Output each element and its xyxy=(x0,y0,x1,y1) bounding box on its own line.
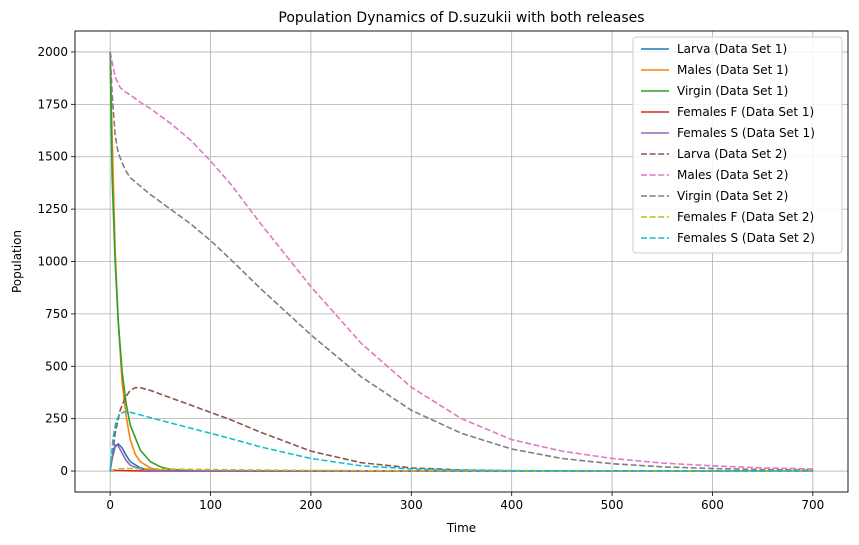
x-tick-label: 0 xyxy=(106,498,114,512)
legend-label: Males (Data Set 1) xyxy=(677,63,788,77)
x-tick-label: 100 xyxy=(199,498,222,512)
legend: Larva (Data Set 1) Males (Data Set 1) Virg… xyxy=(632,36,843,254)
x-tick-label: 600 xyxy=(701,498,724,512)
legend-label: Larva (Data Set 2) xyxy=(677,147,787,161)
series-line-7 xyxy=(109,51,813,470)
chart-title: Population Dynamics of D.suzukii with bo… xyxy=(278,10,644,26)
y-axis-label: Population xyxy=(10,230,24,293)
legend-label: Males (Data Set 2) xyxy=(677,168,788,182)
series-line-5 xyxy=(109,444,813,472)
series-line-10 xyxy=(109,410,813,472)
x-tick-label: 200 xyxy=(299,498,322,512)
series-line-9 xyxy=(109,467,813,472)
legend-label: Females F (Data Set 2) xyxy=(677,210,814,224)
y-tick-label: 500 xyxy=(45,359,68,373)
y-tick-label: 0 xyxy=(60,464,68,478)
legend-label: Larva (Data Set 1) xyxy=(677,42,787,56)
series-layer xyxy=(109,51,813,472)
series-line-6 xyxy=(109,386,813,472)
y-tick-label: 1000 xyxy=(37,255,68,269)
y-tick-label: 1250 xyxy=(37,202,68,216)
series-line-1 xyxy=(109,443,813,472)
y-tick-label: 1750 xyxy=(37,97,68,111)
y-tick-label: 2000 xyxy=(37,45,68,59)
x-axis-label: Time xyxy=(446,521,476,535)
legend-label: Females S (Data Set 2) xyxy=(677,231,815,245)
x-tick-label: 500 xyxy=(601,498,624,512)
y-tick-label: 750 xyxy=(45,307,68,321)
x-tick-label: 300 xyxy=(400,498,423,512)
legend-box xyxy=(632,36,843,254)
y-tick-label: 1500 xyxy=(37,150,68,164)
legend-label: Virgin (Data Set 1) xyxy=(677,84,788,98)
x-tick-label: 700 xyxy=(801,498,824,512)
series-line-8 xyxy=(109,51,813,472)
legend-label: Females S (Data Set 1) xyxy=(677,126,815,140)
ticks: 0 100 200 300 400 500 600 700 0 250 500 750 1000 1250… xyxy=(37,45,824,512)
x-tick-label: 400 xyxy=(500,498,523,512)
legend-label: Females F (Data Set 1) xyxy=(677,105,814,119)
y-tick-label: 250 xyxy=(45,412,68,426)
legend-label: Virgin (Data Set 2) xyxy=(677,189,788,203)
